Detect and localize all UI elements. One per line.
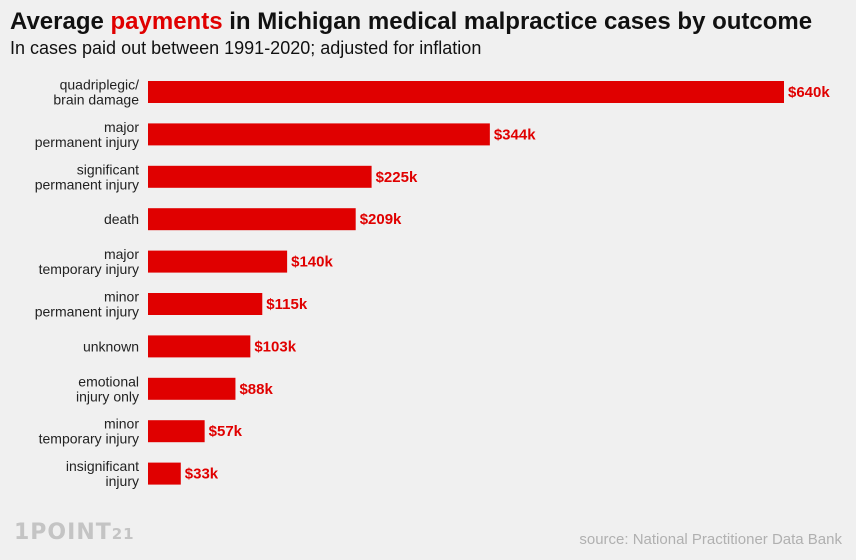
value-label: $103k	[254, 338, 296, 355]
value-label: $344k	[494, 126, 536, 143]
category-label: minor permanent injury	[35, 289, 140, 320]
bar	[148, 165, 372, 188]
title-highlight: payments	[110, 8, 223, 35]
bar	[148, 208, 356, 231]
source-note: source: National Practitioner Data Bank	[579, 531, 842, 548]
value-label: $88k	[239, 381, 273, 398]
bar-chart: $640k quadriplegic/brain damage $344k major…	[35, 77, 831, 490]
bar	[148, 420, 205, 443]
category-label: minor temporary injury	[39, 416, 140, 447]
category-label: insignificant injury	[66, 458, 139, 489]
title-suffix: in Michigan medical malpractice cases by…	[222, 8, 813, 35]
bar	[148, 250, 288, 273]
category-label: major permanent injury	[35, 119, 140, 150]
title-prefix: Average	[10, 8, 111, 35]
bar	[148, 335, 251, 358]
value-label: $140k	[291, 254, 333, 271]
category-label: quadriplegic/brain damage	[53, 77, 139, 108]
value-label: $640k	[788, 84, 830, 101]
category-label: major temporary injury	[39, 246, 140, 277]
bar	[148, 81, 784, 103]
chart-title: Average payments in Michigan medical mal…	[10, 8, 812, 36]
category-label: unknown	[83, 338, 139, 354]
logo-number: 21	[111, 525, 135, 543]
category-label: significant permanent injury	[35, 161, 139, 192]
value-label: $115k	[266, 296, 308, 313]
value-label: $57k	[209, 423, 243, 440]
logo-main: 1POINT	[14, 520, 112, 545]
bar	[148, 293, 263, 315]
bar	[148, 462, 181, 485]
category-label: death	[104, 211, 139, 227]
value-label: $33k	[185, 466, 219, 483]
category-label: emotional injury only	[76, 373, 139, 404]
value-label: $209k	[360, 211, 402, 228]
value-label: $225k	[376, 169, 418, 186]
bar	[148, 123, 490, 146]
brand-logo: 1POINT21	[14, 520, 135, 545]
bar	[148, 377, 236, 400]
chart-subtitle: In cases paid out between 1991-2020; adj…	[10, 38, 482, 58]
